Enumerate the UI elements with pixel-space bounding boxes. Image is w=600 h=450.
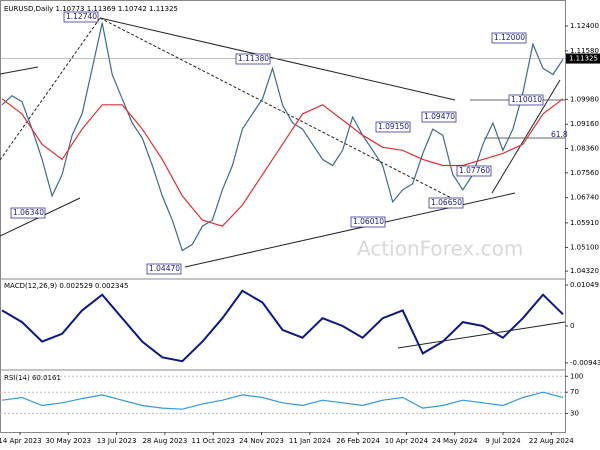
y-tick-label: -0.009435 [570, 359, 600, 367]
y-tick-label: 1.05100 [570, 243, 599, 251]
x-tick-label: 22 Aug 2024 [529, 437, 574, 445]
current-price-box [566, 53, 600, 64]
y-tick-label: 0 [570, 322, 574, 330]
macd-title: MACD(12,26,9) 0.002529 0.002345 [4, 282, 128, 290]
x-tick-label: 28 Aug 2023 [142, 437, 187, 445]
x-tick-label: 14 Apr 2023 [0, 437, 42, 445]
annotation-box [350, 216, 386, 228]
annotation: 1.12000 [494, 33, 525, 42]
y-tick-label: 1.04320 [570, 267, 599, 275]
annotation-box [63, 11, 99, 23]
trendlines [0, 17, 566, 349]
annotation: 1.09470 [424, 112, 455, 121]
y-tick-label: 1.12400 [570, 22, 599, 30]
annotation: 1.04470 [149, 264, 180, 273]
series-line [1, 22, 564, 252]
x-tick-label: 11 Jan 2024 [289, 437, 332, 445]
annotation-box [375, 121, 411, 133]
series-line [1, 98, 564, 227]
x-tick-label: 24 Nov 2023 [239, 437, 284, 445]
x-tick-label: 9 Jul 2024 [485, 437, 521, 445]
y-tick-label: 0.01049 [570, 281, 599, 289]
annotation-box [421, 111, 457, 123]
y-tick-label: 1.07560 [570, 169, 599, 177]
x-tick-label: 30 May 2023 [45, 437, 91, 445]
annotation-box [508, 94, 544, 106]
x-tick-label: 24 May 2024 [432, 437, 478, 445]
annotation: 1.07760 [459, 166, 490, 175]
y-tick-label: 1.11580 [570, 47, 599, 55]
watermark: ActionForex.com [357, 237, 523, 261]
series-line [1, 289, 564, 363]
series-line [1, 391, 564, 410]
annotation: 1.11380 [238, 54, 269, 63]
y-tick-label: 1.09160 [570, 120, 599, 128]
annotation: 1.10010 [511, 95, 542, 104]
chart-title: EURUSD,Daily 1.10773 1.11369 1.10742 1.1… [4, 5, 178, 13]
annotation: 61.8 [551, 130, 568, 139]
current-price-label: 1.11325 [569, 55, 598, 63]
annotation: 1.06650 [431, 198, 462, 207]
x-tick-label: 11 Oct 2023 [192, 437, 235, 445]
y-tick-label: 1.08360 [570, 145, 599, 153]
annotation-box [10, 207, 46, 219]
annotation-box [428, 197, 464, 209]
y-tick-label: 1.06740 [570, 194, 599, 202]
rsi-title: RSI(14) 60.0161 [4, 374, 61, 382]
x-tick-label: 26 Feb 2024 [336, 437, 380, 445]
annotation-box [146, 263, 182, 275]
annotation-box [456, 165, 492, 177]
annotation: 1.12740 [66, 12, 97, 21]
y-tick-label: 1.05910 [570, 219, 599, 227]
annotation: 1.06340 [13, 208, 44, 217]
x-tick-label: 13 Jul 2023 [97, 437, 137, 445]
y-tick-label: 1.09980 [570, 95, 599, 103]
x-tick-label: 10 Apr 2024 [385, 437, 429, 445]
annotation-box [235, 53, 271, 65]
annotation: 1.06010 [353, 217, 384, 226]
y-tick-label: 70 [570, 388, 579, 396]
y-tick-label: 30 [570, 409, 579, 417]
frame [0, 0, 566, 433]
y-tick-label: 100 [570, 372, 583, 380]
annotation-box [491, 32, 527, 44]
annotation: 1.09150 [378, 122, 409, 131]
